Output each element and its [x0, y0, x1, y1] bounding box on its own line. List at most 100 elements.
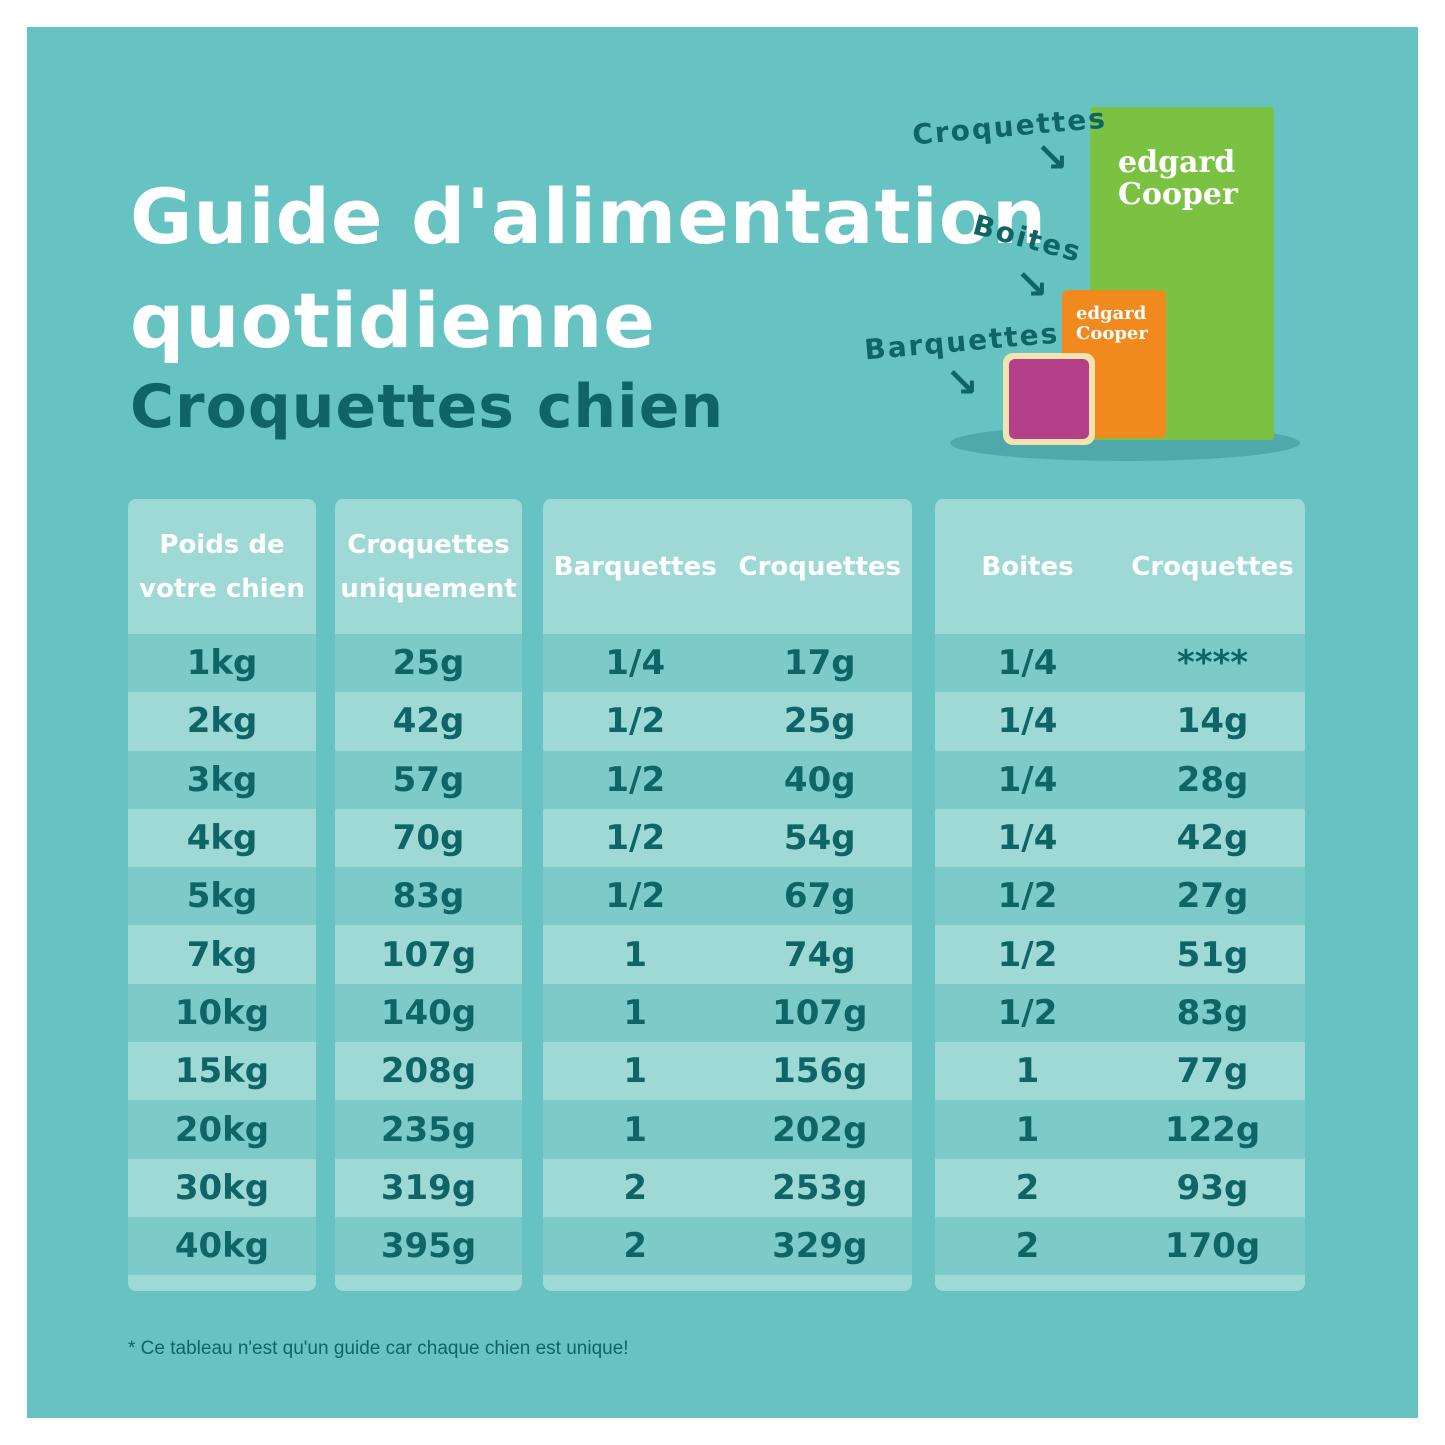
table-row: 1 202g: [543, 1100, 912, 1159]
table-row: 3kg: [128, 750, 316, 809]
table-cell: 329g: [772, 1226, 868, 1267]
table-header: Barquettes Croquettes: [543, 499, 912, 634]
table-row: 20kg: [128, 1100, 316, 1159]
table-cell: 25g: [392, 643, 465, 684]
table-cell: 1/2: [997, 934, 1058, 975]
table-row: 2 170g: [935, 1216, 1305, 1276]
column-header: Boites: [981, 551, 1074, 582]
arrow-icon: ↘: [945, 360, 979, 406]
table-row: 1/4 14g: [935, 692, 1305, 750]
table-cell: 1/2: [997, 992, 1058, 1033]
table-cell: 156g: [772, 1051, 868, 1092]
table-cell: ****: [1176, 643, 1249, 684]
table-row: 1 107g: [543, 983, 912, 1043]
table-row: 2 93g: [935, 1159, 1305, 1217]
title-line-2: quotidienne: [130, 276, 656, 365]
table-cell: 20kg: [174, 1109, 270, 1150]
table-row: 25g: [335, 634, 522, 693]
column-header: Croquettes: [1131, 551, 1294, 582]
table-cell: 1/2: [997, 876, 1058, 917]
table-row: 40kg: [128, 1216, 316, 1276]
table-row: 1/4 42g: [935, 809, 1305, 867]
table-cell: 1/2: [605, 818, 666, 859]
table-row: 1/2 40g: [543, 750, 912, 809]
footnote: * Ce tableau n'est qu'un guide car chaqu…: [128, 1338, 629, 1359]
column-header: Barquettes: [553, 551, 717, 582]
table-row: 10kg: [128, 983, 316, 1043]
table-row: 57g: [335, 750, 522, 809]
table-cell: 1: [1015, 1109, 1040, 1150]
table-cell: 170g: [1164, 1226, 1261, 1267]
table-header: Croquettes uniquement: [335, 499, 522, 634]
table-cell: 2: [623, 1226, 648, 1267]
table-row: 7kg: [128, 925, 316, 983]
arrow-icon: ↘: [1035, 135, 1069, 181]
table-row: 107g: [335, 925, 522, 983]
table-row: 1/2 51g: [935, 925, 1305, 983]
table-cell: 319g: [380, 1167, 477, 1208]
table-cell: 2: [1015, 1167, 1040, 1208]
table-row: 1/4 17g: [543, 634, 912, 693]
table-row: 1/2 67g: [543, 867, 912, 926]
brand-logo: edgard Cooper: [1076, 303, 1148, 344]
column-header: Poids de votre chien: [139, 529, 305, 604]
table-cell: 1/2: [605, 876, 666, 917]
table-cell: 54g: [783, 818, 856, 859]
table-row: 1/4 28g: [935, 750, 1305, 809]
table-cell: 202g: [772, 1109, 868, 1150]
table-cell: 1: [1015, 1051, 1040, 1092]
table-cell: 1/4: [997, 818, 1058, 859]
table-cell: 2kg: [186, 701, 258, 742]
table-cell: 1: [623, 992, 648, 1033]
table-cell: 10kg: [174, 992, 270, 1033]
table-row: 1/4 ****: [935, 634, 1305, 693]
page-subtitle: Croquettes chien: [130, 372, 725, 442]
table-cell: 40g: [783, 759, 856, 800]
table-cell: 1/2: [605, 701, 666, 742]
table-cell: 74g: [783, 934, 856, 975]
table-cell: 235g: [380, 1109, 477, 1150]
table-cell: 395g: [380, 1226, 477, 1267]
table-cell: 2: [1015, 1226, 1040, 1267]
table-cell: 51g: [1176, 934, 1249, 975]
table-cell: 93g: [1176, 1167, 1249, 1208]
table-weight: Poids de votre chien 1kg 2kg 3kg 4kg 5kg 7kg 10…: [128, 499, 316, 1292]
table-cell: 7kg: [186, 934, 258, 975]
table-row: 1/2 54g: [543, 809, 912, 867]
table-row: 140g: [335, 983, 522, 1043]
tray-image: [1003, 353, 1095, 445]
table-cell: 57g: [392, 759, 465, 800]
table-cell: 1: [623, 934, 648, 975]
table-cell: 3kg: [186, 759, 258, 800]
arrow-icon: ↘: [1015, 262, 1049, 308]
table-cell: 122g: [1164, 1109, 1261, 1150]
table-row: 1 77g: [935, 1042, 1305, 1100]
table-cell: 17g: [783, 643, 856, 684]
table-row: 319g: [335, 1159, 522, 1217]
table-row: 2 329g: [543, 1216, 912, 1276]
table-cell: 1/4: [997, 643, 1058, 684]
table-row: 42g: [335, 692, 522, 750]
table-row: 70g: [335, 809, 522, 867]
page-title: Guide d'alimentation quotidienne: [130, 165, 1047, 373]
table-cell: 2: [623, 1167, 648, 1208]
column-header: Croquettes uniquement: [340, 529, 517, 604]
table-row: 1kg: [128, 634, 316, 693]
table-row: 1 156g: [543, 1042, 912, 1100]
table-cell: 1: [623, 1051, 648, 1092]
table-row: 2 253g: [543, 1159, 912, 1217]
table-cell: 1kg: [186, 643, 258, 684]
table-cell: 1/2: [605, 759, 666, 800]
table-cell: 27g: [1176, 876, 1249, 917]
table-cell: 253g: [772, 1167, 868, 1208]
table-row: 235g: [335, 1100, 522, 1159]
table-cell: 70g: [392, 818, 465, 859]
table-cell: 140g: [380, 992, 477, 1033]
table-cell: 1/4: [605, 643, 666, 684]
table-row: 30kg: [128, 1159, 316, 1217]
table-cell: 42g: [392, 701, 465, 742]
table-row: 2kg: [128, 692, 316, 750]
table-kibble-only: Croquettes uniquement 25g 42g 57g 70g 83g 107g…: [335, 499, 522, 1292]
table-header: Poids de votre chien: [128, 499, 316, 634]
table-cell: 5kg: [186, 876, 258, 917]
